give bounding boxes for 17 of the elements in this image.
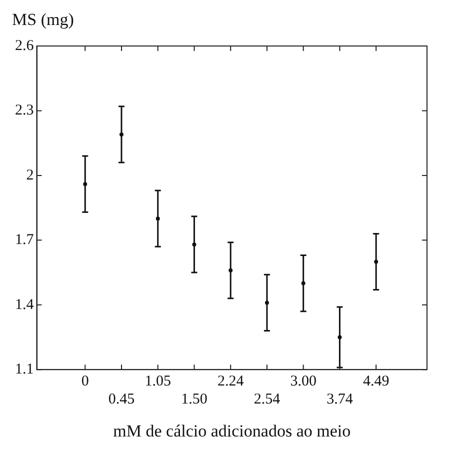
y-tick-label: 1.4	[15, 296, 34, 313]
x-tick-label: 2.24	[217, 374, 244, 390]
x-tick-label: 1.05	[144, 374, 171, 390]
y-tick-label: 2.3	[15, 102, 34, 119]
x-tick-label: 0.45	[108, 392, 135, 408]
y-tick-label: 2	[26, 167, 34, 184]
x-tick-label: 0	[81, 374, 89, 390]
x-tick-label: 1.50	[181, 392, 208, 408]
x-axis-title: mM de cálcio adicionados ao meio	[113, 421, 351, 440]
y-tick-label: 2.6	[15, 38, 34, 54]
x-tick-label: 2.54	[254, 392, 281, 408]
x-tick-label: 3.74	[326, 392, 354, 408]
y-axis-title: MS (mg)	[12, 10, 74, 29]
x-tick-label: 3.00	[290, 374, 316, 390]
y-tick-label: 1.7	[15, 232, 34, 248]
y-tick-label: 1.1	[15, 362, 34, 378]
x-tick-label: 4.49	[362, 374, 390, 390]
